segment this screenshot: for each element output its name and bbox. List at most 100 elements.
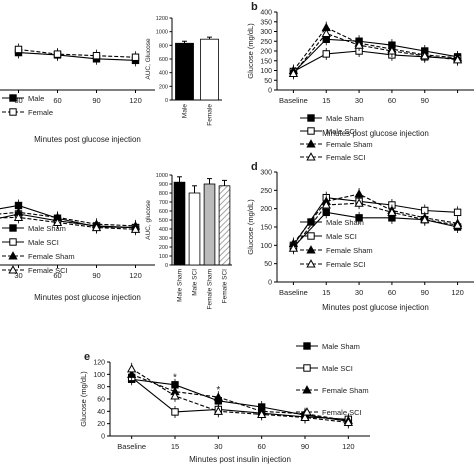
y-tick-label-b: 300 [260,29,272,36]
legend-label-d: Male SCI [326,232,357,241]
x-tick-label-c-auc: Female Sham [207,269,214,309]
y-tick-label-b: 400 [260,10,272,17]
y-axis-label-e: Glucose (mg/dL) [79,371,88,427]
legend-label-e: Male SCI [322,364,353,373]
x-tick-label-c: 90 [92,271,100,280]
legend-marker-d [306,245,316,254]
series-line-b-0 [293,38,458,73]
y-tick-label-a-auc: 600 [159,57,168,63]
x-tick-label-a-auc: Female [207,104,214,126]
x-tick-label-e: 90 [301,442,309,451]
x-tick-label-c-auc: Male SCI [192,269,199,296]
y-tick-label-c-auc: 200 [159,245,168,251]
data-point-c-3 [130,224,141,233]
series-line-d-1 [292,197,458,246]
legend-marker-a [9,108,17,116]
y-tick-label-b: 200 [260,49,272,56]
legend-label-c: Male Sham [28,224,66,233]
series-line-a-0 [18,52,136,61]
y-tick-label-a-auc: 0 [165,98,168,104]
legend-label-d: Female SCI [326,260,366,269]
y-tick-label-e: 120 [93,360,105,367]
x-tick-label-e: 15 [171,442,179,451]
x-axis-label-e: Minutes post insulin injection [189,455,291,464]
x-axis-label-c: Minutes post glucose injection [34,293,141,302]
x-tick-label-a: 60 [53,96,61,105]
data-point-d-3 [321,200,331,209]
chart-a-auc: 0 200 400 600 800 1000 1200 AUC, Glucose Male Fem… [145,16,222,126]
legend-label-c: Female SCI [28,266,68,275]
y-axis-label-d: Glucose (mg/dL) [246,199,255,255]
legend-marker-b [307,114,315,122]
x-tick-label-b: 90 [421,96,429,105]
x-tick-label-a: 30 [14,96,22,105]
x-tick-label-c: 120 [129,271,142,280]
x-tick-label-d: Baseline [279,288,308,297]
data-point-b-3 [354,40,364,49]
legend-label-d: Female Sham [326,246,373,255]
series-line-b-2 [292,26,458,71]
legend-label-d: Male Sham [326,218,364,227]
y-tick-label-b: 150 [260,58,272,65]
series-line-b-3 [292,32,458,74]
chart-d: 0 50 100 150 200 250 300 Baseline 15 30 60 90 120 Min… [246,161,474,312]
y-tick-label-e: 20 [97,421,105,428]
y-axis-label-b: Glucose (mg/dL) [246,23,255,79]
y-tick-label-e: 100 [93,372,105,379]
data-point-d-3 [354,198,364,207]
y-tick-label-c-auc: 800 [159,191,168,197]
legend-marker-c [8,251,18,260]
series-line-e-0 [131,378,349,422]
y-tick-label-c-auc: 500 [159,218,168,224]
data-point-d-3 [288,243,299,252]
data-point-d-2 [354,189,364,198]
data-point-c-3 [52,217,63,227]
data-point-e-3 [170,391,180,400]
y-tick-label-e: 80 [97,384,105,391]
x-tick-label-b: Baseline [279,96,308,105]
data-point-a-1 [131,53,140,61]
x-tick-label-c-auc: Female SCI [222,269,229,304]
x-tick-label-b: 15 [322,96,330,105]
legend-label-e: Male Sham [322,342,360,351]
data-point-a-1 [92,51,101,60]
x-axis-label-d: Minutes post glucose injection [322,303,429,312]
legend-marker-e [303,364,311,372]
series-line-d-0 [293,211,458,248]
data-point-e-3 [343,417,353,426]
y-tick-label-b: 350 [260,19,272,26]
y-tick-label-a-auc: 1000 [156,30,168,36]
legend-label-b: Male SCI [326,127,357,136]
y-tick-label-d: 200 [260,206,272,213]
legend-label-e: Female Sham [322,386,369,395]
y-tick-label-d: 250 [260,188,272,195]
data-point-b-3 [387,46,397,55]
legend-marker-e [302,385,312,394]
legend-marker-d [306,259,316,268]
data-point-b-3 [420,51,430,60]
x-tick-label-e: 30 [214,442,222,451]
x-tick-label-e: 60 [257,442,265,451]
data-point-e-2 [213,392,223,401]
y-tick-label-b: 50 [264,78,272,85]
chart-a: 30 60 90 120 Minutes post glucose injection M… [0,43,155,144]
data-point-e-3 [127,363,137,373]
legend-marker-b [306,152,316,161]
chart-b: 0 50 100 150 200 250 300 350 400 Baseline 15 30 60 90… [246,1,474,162]
data-point-c-3 [13,212,24,221]
y-tick-label-c-auc: 400 [159,227,168,233]
legend-marker-b [306,139,316,148]
data-point-d-3 [452,220,463,229]
y-tick-label-a-auc: 200 [159,84,168,90]
y-tick-label-d: 300 [260,170,272,177]
x-tick-label-e: Baseline [117,442,146,451]
x-tick-label-d: 60 [388,288,396,297]
legend-label-b: Female SCI [326,153,366,162]
series-line-b-1 [293,50,458,72]
x-tick-label-d: 30 [355,288,363,297]
y-tick-label-e: 60 [97,397,105,404]
legend-marker-a [9,94,17,102]
y-tick-label-c-auc: 900 [159,182,168,188]
x-axis-label-b: Minutes post glucose injection [322,129,429,138]
